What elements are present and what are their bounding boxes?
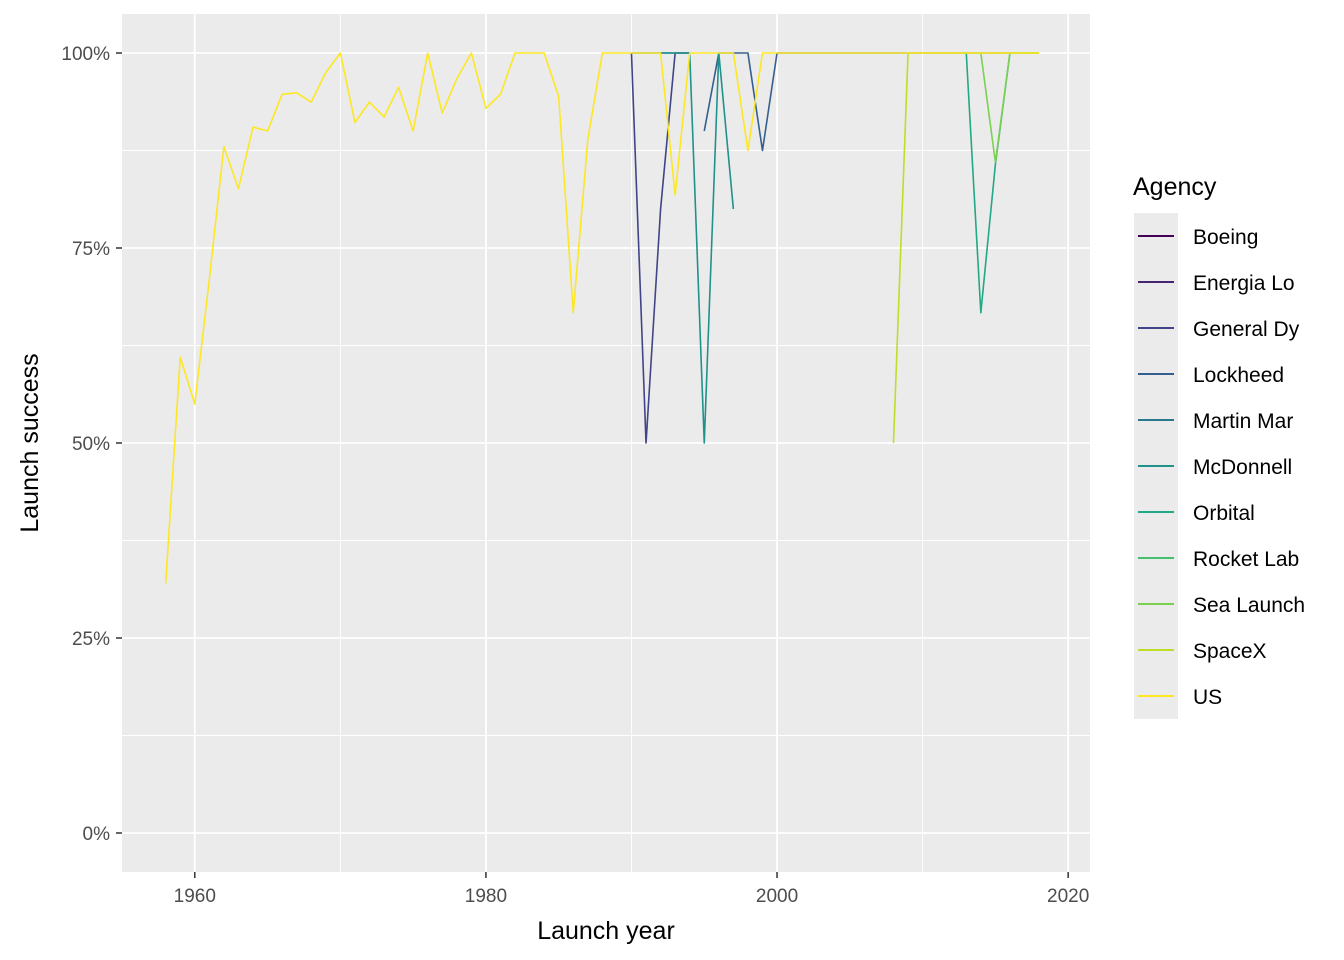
legend-label: Energia Lo xyxy=(1193,272,1295,295)
legend: Agency Boeing Energia Lo General Dy Lockhee… xyxy=(1133,173,1305,719)
legend-label: McDonnell xyxy=(1193,456,1292,479)
legend-label: Lockheed xyxy=(1193,364,1284,387)
x-tick-label: 2020 xyxy=(1047,886,1089,907)
y-axis-title: Launch success xyxy=(16,353,44,532)
major-gridlines xyxy=(122,14,1090,872)
legend-title: Agency xyxy=(1133,173,1217,201)
x-tick-label: 1960 xyxy=(174,886,216,907)
x-axis-title: Launch year xyxy=(537,917,675,945)
legend-label: US xyxy=(1193,686,1222,709)
legend-label: Sea Launch xyxy=(1193,594,1305,617)
x-axis: 1960 1980 2000 2020 xyxy=(174,872,1089,907)
series-line-mcdonnell xyxy=(660,52,735,444)
y-tick-label: 100% xyxy=(61,44,110,65)
x-tick-label: 2000 xyxy=(756,886,798,907)
legend-label: Martin Mar xyxy=(1193,410,1293,433)
legend-label: Boeing xyxy=(1193,226,1258,249)
series-lines xyxy=(164,52,1040,584)
legend-label: Rocket Lab xyxy=(1193,548,1299,571)
y-tick-label: 75% xyxy=(72,239,110,260)
legend-label: SpaceX xyxy=(1193,640,1267,663)
legend-label: General Dy xyxy=(1193,318,1300,341)
x-tick-label: 1980 xyxy=(465,886,507,907)
y-axis: 0% 25% 50% 75% 100% xyxy=(61,44,122,845)
y-tick-label: 0% xyxy=(83,824,111,845)
y-tick-label: 50% xyxy=(72,434,110,455)
series-line-us xyxy=(164,52,1040,584)
legend-label: Orbital xyxy=(1193,502,1255,525)
y-tick-label: 25% xyxy=(72,629,110,650)
